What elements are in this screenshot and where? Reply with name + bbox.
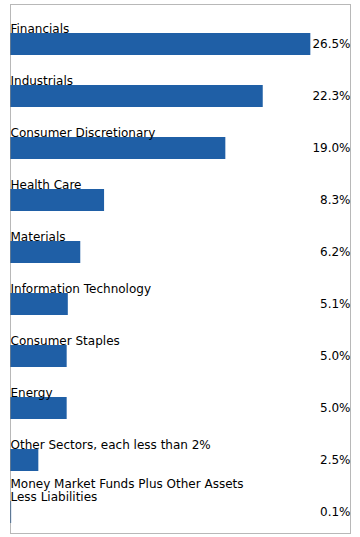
svg-text:22.3%: 22.3%	[312, 89, 350, 103]
svg-text:0.1%: 0.1%	[320, 505, 351, 519]
svg-text:5.0%: 5.0%	[320, 349, 351, 363]
svg-text:Industrials: Industrials	[11, 74, 74, 88]
svg-text:19.0%: 19.0%	[312, 141, 350, 155]
svg-text:5.1%: 5.1%	[320, 297, 351, 311]
svg-text:8.3%: 8.3%	[320, 193, 351, 207]
svg-text:Materials: Materials	[11, 230, 66, 244]
svg-text:6.2%: 6.2%	[320, 245, 351, 259]
svg-text:5.0%: 5.0%	[320, 401, 351, 415]
svg-text:Consumer Staples: Consumer Staples	[11, 334, 120, 348]
svg-text:Other Sectors, each less than: Other Sectors, each less than 2%	[11, 438, 211, 452]
svg-text:Energy: Energy	[11, 386, 53, 400]
svg-text:26.5%: 26.5%	[312, 37, 350, 51]
svg-text:Financials: Financials	[11, 22, 70, 36]
svg-text:2.5%: 2.5%	[320, 453, 351, 467]
svg-text:Money Market Funds Plus Other: Money Market Funds Plus Other AssetsLess…	[11, 477, 244, 504]
svg-text:Health Care: Health Care	[11, 178, 82, 192]
svg-text:Consumer Discretionary: Consumer Discretionary	[11, 126, 156, 140]
svg-text:Information Technology: Information Technology	[11, 282, 152, 296]
